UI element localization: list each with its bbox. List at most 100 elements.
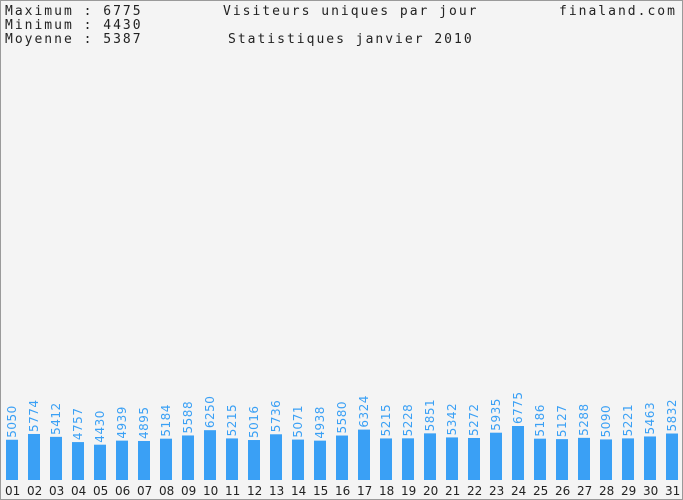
x-tick-07: 07 (137, 484, 152, 498)
bar-21 (446, 437, 458, 480)
value-label-16: 5580 (335, 401, 349, 434)
bar-28 (600, 439, 612, 480)
chart-title: Visiteurs uniques par jour (223, 4, 479, 19)
bar-30 (644, 436, 656, 480)
min-stat: Minimum : 4430 (5, 18, 143, 33)
bar-27 (578, 437, 590, 480)
max-stat: Maximum : 6775 (5, 4, 143, 19)
value-label-21: 5342 (445, 403, 459, 436)
value-label-06: 4939 (115, 406, 129, 439)
x-tick-31: 31 (665, 484, 680, 498)
bar-08 (160, 438, 172, 480)
x-tick-12: 12 (247, 484, 262, 498)
x-tick-05: 05 (93, 484, 108, 498)
x-tick-09: 09 (181, 484, 196, 498)
bar-17 (358, 429, 370, 480)
avg-stat: Moyenne : 5387 (5, 32, 143, 47)
bar-03 (50, 436, 62, 480)
bar-10 (204, 430, 216, 480)
x-tick-14: 14 (291, 484, 306, 498)
x-tick-10: 10 (203, 484, 218, 498)
bar-01 (6, 439, 18, 480)
value-label-05: 4430 (93, 410, 107, 443)
bar-31 (666, 433, 678, 480)
x-tick-28: 28 (599, 484, 614, 498)
value-label-30: 5463 (643, 402, 657, 435)
bar-26 (556, 439, 568, 480)
x-tick-04: 04 (71, 484, 86, 498)
bar-12 (248, 440, 260, 480)
x-tick-22: 22 (467, 484, 482, 498)
x-tick-23: 23 (489, 484, 504, 498)
bar-13 (270, 434, 282, 480)
value-label-09: 5588 (181, 401, 195, 434)
bar-18 (380, 438, 392, 480)
value-label-22: 5272 (467, 403, 481, 436)
value-label-04: 4757 (71, 408, 85, 441)
bar-23 (490, 432, 502, 480)
x-tick-08: 08 (159, 484, 174, 498)
bar-06 (116, 440, 128, 480)
x-tick-11: 11 (225, 484, 240, 498)
bar-15 (314, 440, 326, 480)
x-tick-16: 16 (335, 484, 350, 498)
value-label-12: 5016 (247, 405, 261, 438)
x-tick-24: 24 (511, 484, 526, 498)
value-label-17: 6324 (357, 395, 371, 428)
x-tick-21: 21 (445, 484, 460, 498)
value-label-29: 5221 (621, 404, 635, 437)
bar-19 (402, 438, 414, 480)
x-tick-17: 17 (357, 484, 372, 498)
value-label-28: 5090 (599, 405, 613, 438)
value-label-18: 5215 (379, 404, 393, 437)
value-label-08: 5184 (159, 404, 173, 437)
value-label-25: 5186 (533, 404, 547, 437)
bar-22 (468, 437, 480, 480)
bar-16 (336, 435, 348, 480)
site-name: finaland.com (559, 4, 677, 19)
x-tick-03: 03 (49, 484, 64, 498)
value-label-02: 5774 (27, 399, 41, 432)
bar-09 (182, 435, 194, 480)
bar-02 (28, 433, 40, 480)
value-label-13: 5736 (269, 400, 283, 433)
chart-subtitle: Statistiques janvier 2010 (228, 32, 474, 47)
x-tick-25: 25 (533, 484, 548, 498)
bar-20 (424, 433, 436, 480)
value-label-15: 4938 (313, 406, 327, 439)
value-label-10: 6250 (203, 396, 217, 429)
bar-04 (72, 442, 84, 480)
x-tick-19: 19 (401, 484, 416, 498)
x-tick-01: 01 (5, 484, 20, 498)
value-label-20: 5851 (423, 399, 437, 432)
x-tick-26: 26 (555, 484, 570, 498)
bar-14 (292, 439, 304, 480)
bar-11 (226, 438, 238, 480)
value-label-19: 5228 (401, 404, 415, 437)
x-tick-15: 15 (313, 484, 328, 498)
x-tick-18: 18 (379, 484, 394, 498)
value-label-27: 5288 (577, 403, 591, 436)
x-tick-27: 27 (577, 484, 592, 498)
x-tick-30: 30 (643, 484, 658, 498)
bar-29 (622, 438, 634, 480)
value-label-26: 5127 (555, 405, 569, 438)
value-label-23: 5935 (489, 398, 503, 431)
value-label-24: 6775 (511, 391, 525, 424)
value-label-11: 5215 (225, 404, 239, 437)
x-tick-29: 29 (621, 484, 636, 498)
value-label-14: 5071 (291, 405, 305, 438)
value-label-07: 4895 (137, 406, 151, 439)
bar-24 (512, 426, 524, 480)
x-tick-13: 13 (269, 484, 284, 498)
value-label-03: 5412 (49, 402, 63, 435)
value-label-31: 5832 (665, 399, 679, 432)
value-label-01: 5050 (5, 405, 19, 438)
x-tick-20: 20 (423, 484, 438, 498)
x-tick-02: 02 (27, 484, 42, 498)
bar-07 (138, 440, 150, 480)
bar-05 (94, 444, 106, 480)
x-tick-06: 06 (115, 484, 130, 498)
